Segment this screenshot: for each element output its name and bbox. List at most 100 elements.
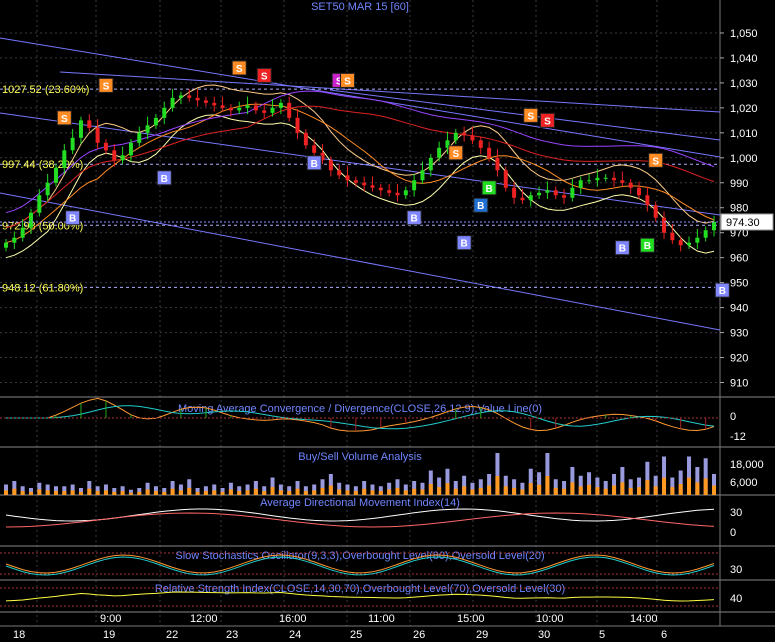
- volume-bar-buy: [37, 489, 42, 495]
- volume-bar-buy: [212, 490, 217, 495]
- candle-body: [637, 187, 642, 196]
- volume-bar-buy: [178, 490, 183, 495]
- date-tick-label: 25: [350, 629, 362, 641]
- volume-bar-buy: [262, 491, 267, 495]
- candle-body: [703, 230, 708, 238]
- candle-body: [145, 125, 150, 133]
- volume-bar-buy: [237, 491, 242, 495]
- candle-body: [95, 127, 100, 143]
- volume-bar-buy: [470, 489, 475, 495]
- candle-body: [353, 180, 358, 183]
- volume-bar-buy: [628, 487, 633, 495]
- volume-panel-title: Buy/Sell Volume Analysis: [298, 451, 422, 463]
- macd-tick-label: 0: [730, 411, 736, 423]
- candle-body: [437, 147, 442, 158]
- volume-bar-buy: [412, 488, 417, 495]
- candle-body: [237, 107, 242, 111]
- volume-bar-buy: [512, 487, 517, 495]
- candle-body: [45, 182, 50, 196]
- volume-bar: [137, 488, 142, 495]
- time-tick-label: 12:00: [190, 613, 218, 625]
- candle-body: [445, 140, 450, 148]
- volume-bar: [95, 486, 100, 495]
- volume-bar: [345, 484, 350, 495]
- buy-signal-marker: [473, 197, 489, 213]
- candle-body: [103, 142, 108, 151]
- sell-signal-label: S: [261, 71, 268, 82]
- volume-bar-buy: [562, 488, 567, 495]
- time-tick-label: 16:00: [279, 613, 307, 625]
- candle-body: [503, 170, 508, 188]
- volume-bar: [87, 481, 92, 495]
- volume-bar-buy: [78, 491, 83, 495]
- volume-bar: [637, 477, 642, 495]
- volume-bar: [653, 475, 658, 495]
- volume-bar: [103, 484, 108, 495]
- volume-bar: [703, 458, 708, 495]
- sell-signal-marker: [539, 112, 555, 128]
- candle-body: [120, 155, 125, 161]
- candle-body: [678, 240, 683, 246]
- volume-bar: [712, 474, 716, 495]
- volume-bar-buy: [662, 477, 667, 495]
- volume-tick-label: 18,000: [730, 459, 764, 471]
- volume-bar-buy: [270, 487, 275, 495]
- date-tick-label: 29: [476, 629, 488, 641]
- volume-bar-buy: [687, 477, 692, 495]
- candle-body: [345, 175, 350, 181]
- volume-bar: [620, 467, 625, 495]
- volume-bar: [12, 481, 17, 495]
- adx-line: [5, 508, 715, 522]
- sell-signal-marker: [448, 145, 464, 161]
- candle-body: [53, 167, 58, 183]
- buy-signal-label: B: [461, 239, 468, 250]
- candle-body: [487, 147, 492, 158]
- candle-body: [278, 102, 283, 108]
- candle-body: [520, 197, 525, 201]
- candlestick-series: [4, 89, 716, 252]
- volume-bar-buy: [678, 483, 683, 495]
- volume-bar: [420, 482, 425, 495]
- candle-body: [362, 182, 367, 186]
- volume-bar: [212, 484, 217, 495]
- volume-bar-buy: [62, 491, 67, 495]
- volume-bar: [228, 482, 233, 495]
- candle-body: [162, 107, 167, 118]
- volume-bar: [70, 484, 75, 495]
- y-tick-label: 1,020: [730, 103, 758, 115]
- sell-signal-marker: [256, 67, 272, 83]
- sell-signal-label: S: [103, 81, 110, 92]
- volume-bar-buy: [12, 488, 17, 495]
- volume-bar-buy: [278, 490, 283, 495]
- volume-bar: [512, 479, 517, 495]
- buy-signal-marker: [406, 210, 422, 226]
- date-tick-label: 23: [226, 629, 238, 641]
- volume-bar: [245, 484, 250, 495]
- volume-bar: [478, 479, 483, 495]
- volume-bar-buy: [153, 491, 158, 495]
- volume-bar: [295, 481, 300, 495]
- volume-bar-buy: [128, 492, 133, 495]
- volume-bar: [220, 488, 225, 495]
- candle-body: [262, 110, 267, 113]
- volume-bar-buy: [245, 490, 250, 495]
- volume-bar-buy: [595, 487, 600, 495]
- volume-bar-buy: [162, 491, 167, 495]
- y-tick-label: 1,050: [730, 28, 758, 40]
- volume-bar: [378, 486, 383, 495]
- candle-body: [695, 237, 700, 243]
- volume-bar-buy: [195, 491, 200, 495]
- candle-body: [412, 180, 417, 191]
- volume-bar-buy: [87, 488, 92, 495]
- candle-body: [62, 150, 67, 168]
- y-tick-label: 1,010: [730, 128, 758, 140]
- sell-signal-marker: [648, 152, 664, 168]
- candle-body: [553, 190, 558, 196]
- candle-body: [537, 192, 542, 196]
- candle-body: [687, 242, 692, 246]
- volume-bar: [428, 470, 433, 495]
- candle-body: [395, 192, 400, 196]
- volume-bar-buy: [112, 491, 117, 495]
- volume-bar-buy: [4, 490, 8, 495]
